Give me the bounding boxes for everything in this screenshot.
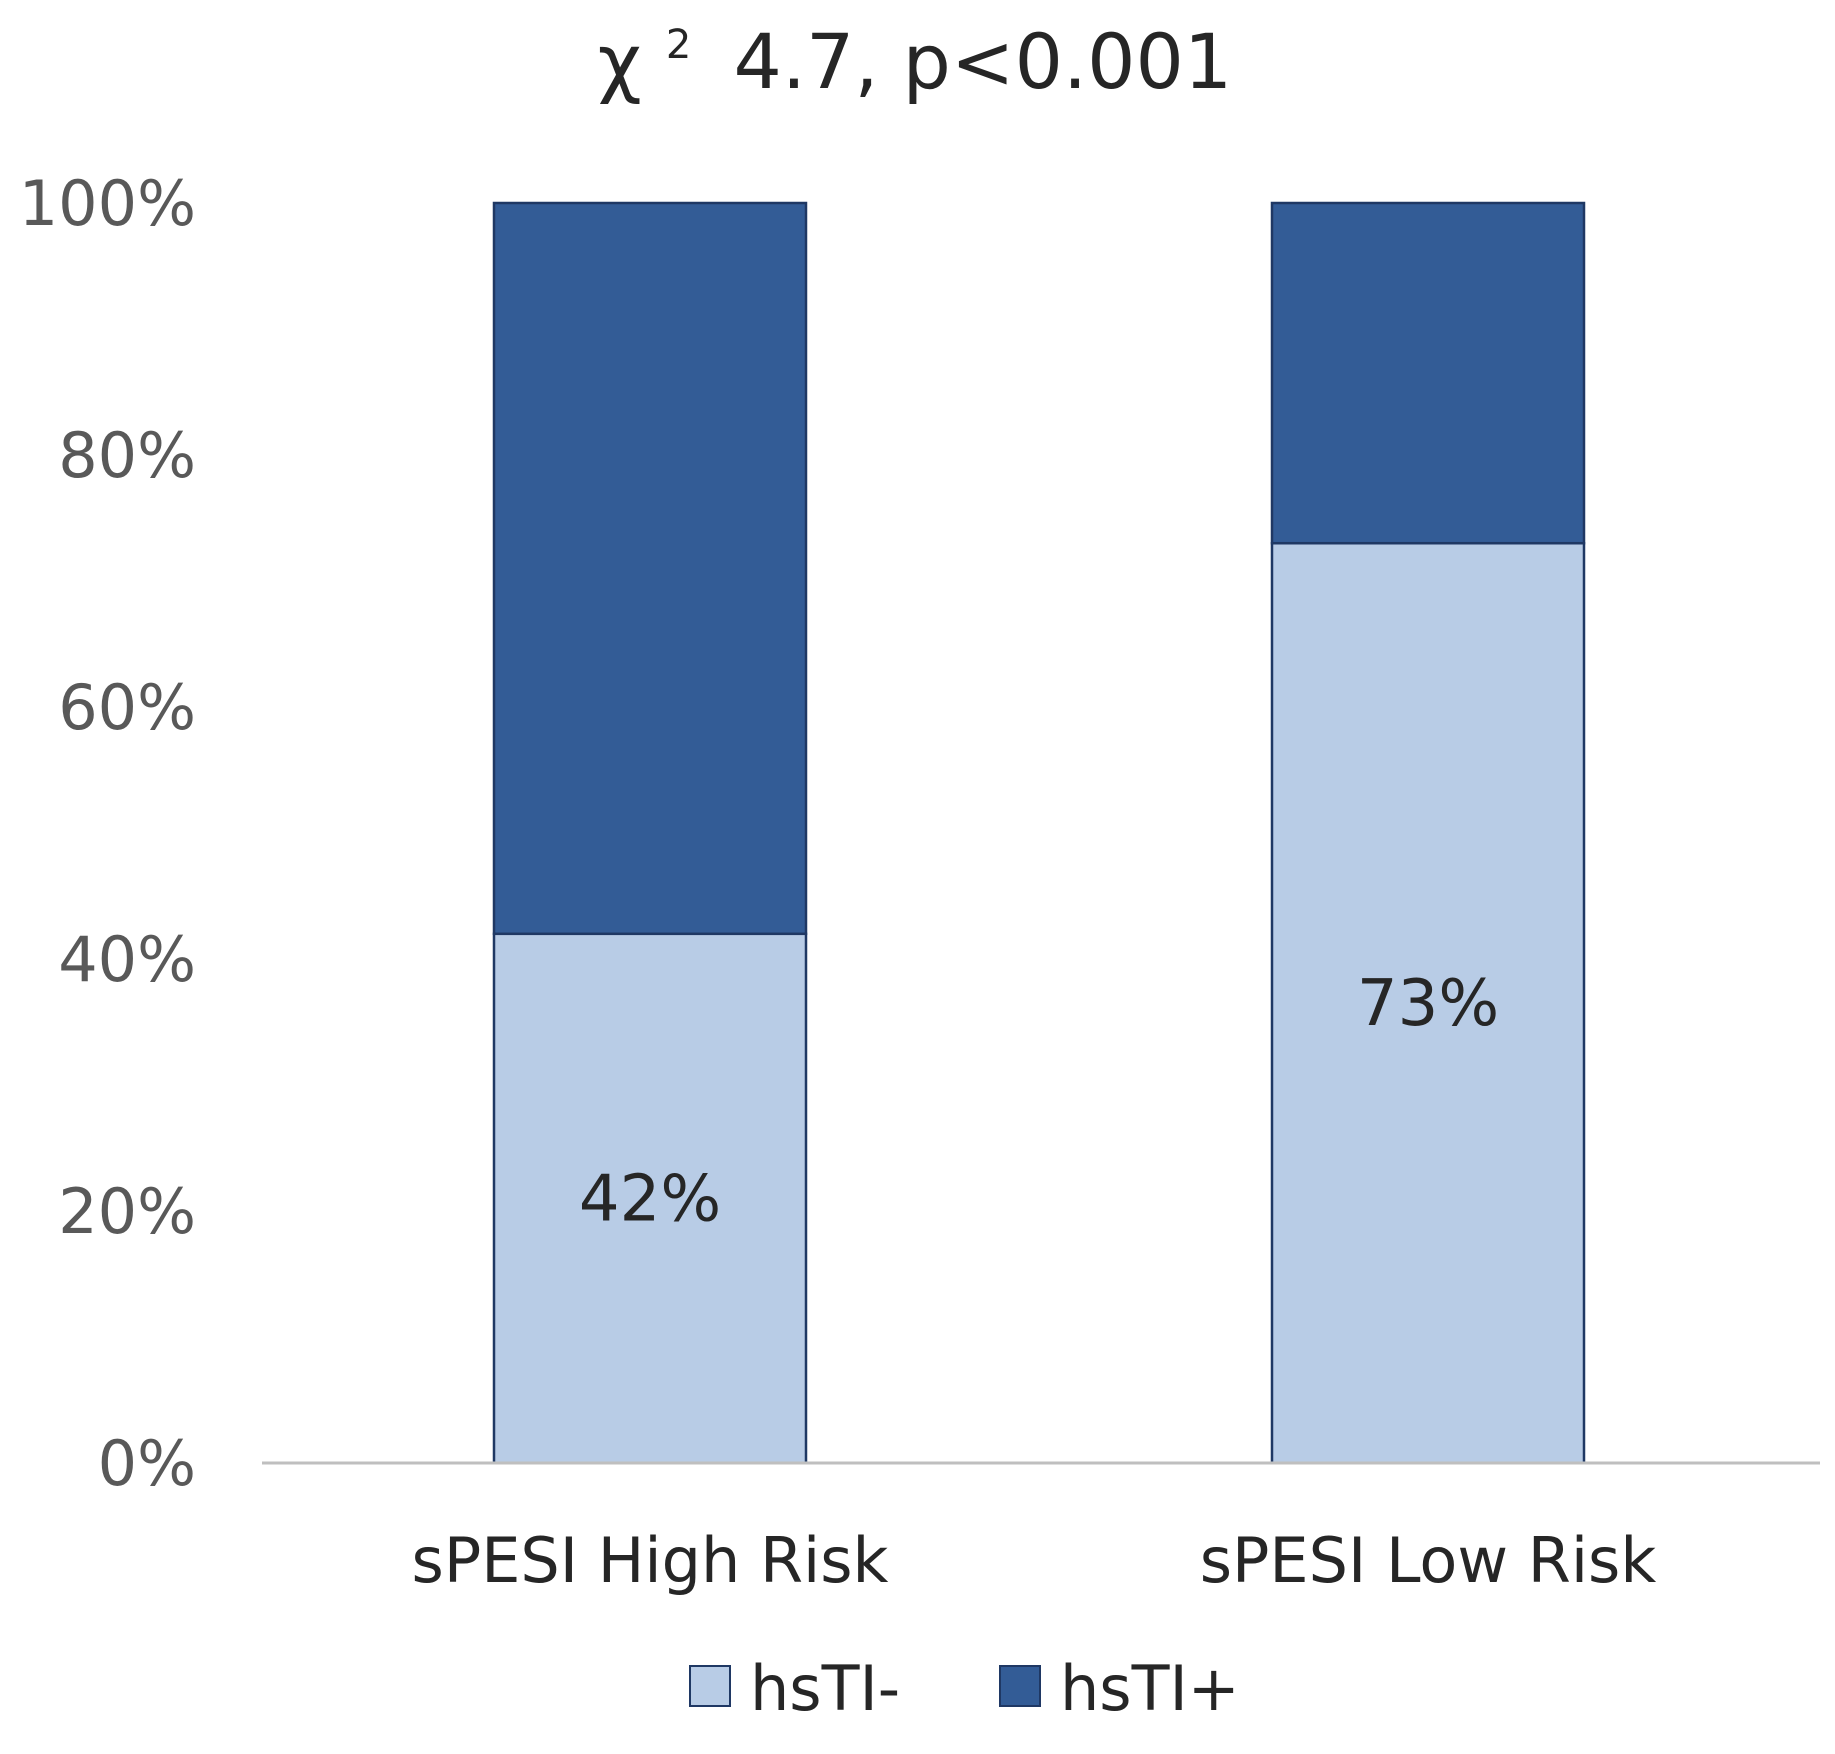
y-tick-label: 40%	[58, 923, 196, 996]
y-axis: 0% 20% 40% 60% 80% 100%	[19, 167, 196, 1500]
y-tick-label: 100%	[19, 167, 196, 240]
legend-label: hsTI-	[750, 1652, 900, 1725]
legend-swatch	[999, 1665, 1041, 1707]
chart-title-superscript: 2	[666, 22, 691, 68]
svg-text:χ 2 4.7, p<0.001: χ 2 4.7, p<0.001	[598, 0, 1232, 106]
y-tick-label: 0%	[98, 1427, 196, 1500]
chart-title-symbol: χ	[598, 17, 642, 106]
bar-segment	[1270, 201, 1586, 545]
data-label: 73%	[1357, 967, 1499, 1041]
legend-swatch	[689, 1665, 731, 1707]
x-tick-label: sPESI High Risk	[412, 1524, 889, 1597]
bar-segment	[492, 932, 808, 1465]
legend-label: hsTI+	[1060, 1652, 1240, 1725]
bar-segment	[1270, 541, 1586, 1465]
y-tick-label: 60%	[58, 671, 196, 744]
data-labels: 42% 73%	[579, 967, 1499, 1236]
legend: hsTI-hsTI+	[689, 1652, 1240, 1725]
data-label: 42%	[579, 1162, 721, 1236]
x-axis: sPESI High Risk sPESI Low Risk	[412, 1524, 1657, 1597]
bars	[492, 201, 1586, 1465]
y-tick-label: 80%	[58, 419, 196, 492]
chart-title: χ 2 4.7, p<0.001	[598, 0, 1232, 106]
y-tick-label: 20%	[58, 1175, 196, 1248]
bar-segment	[492, 201, 808, 936]
chart-title-stat: 4.7, p<0.001	[734, 17, 1233, 106]
x-tick-label: sPESI Low Risk	[1200, 1524, 1657, 1597]
